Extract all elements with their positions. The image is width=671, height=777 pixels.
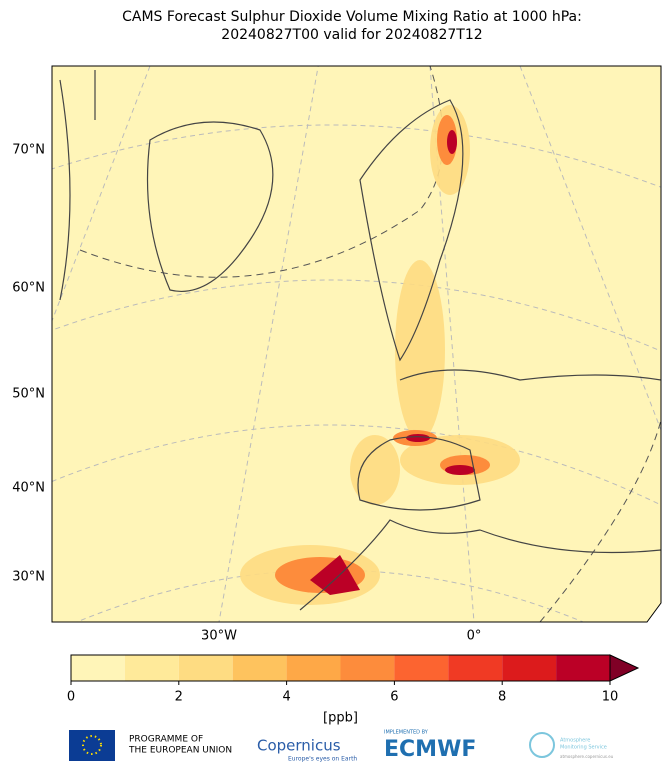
title: 20240827T00 valid for 20240827T12 bbox=[221, 27, 482, 43]
colorbar-segment bbox=[124, 655, 179, 681]
title: CAMS Forecast Sulphur Dioxide Volume Mix… bbox=[122, 9, 582, 25]
colorbar-segment bbox=[556, 655, 610, 681]
colorbar-tick-label: 10 bbox=[602, 690, 619, 705]
logo-text: ECMWF bbox=[384, 737, 476, 762]
colorbar-frame bbox=[70, 654, 611, 682]
colorbar-segment bbox=[286, 655, 341, 681]
colorbar-tick-label: 8 bbox=[498, 690, 506, 705]
lat-label: 40°N bbox=[12, 481, 45, 496]
colorbar-segment bbox=[232, 655, 287, 681]
lon-label: 0° bbox=[467, 629, 482, 644]
colorbar-segment bbox=[394, 655, 449, 681]
map-frame bbox=[51, 65, 662, 623]
lat-label: 30°N bbox=[12, 570, 45, 585]
lat-label: 70°N bbox=[12, 143, 45, 158]
lat-label: 50°N bbox=[12, 387, 45, 402]
logo-text: IMPLEMENTED BY bbox=[384, 730, 429, 736]
logo-text: Europe's eyes on Earth bbox=[288, 756, 357, 763]
logo-text: Copernicus bbox=[257, 737, 341, 755]
colorbar-segment bbox=[502, 655, 557, 681]
colorbar-tick-label: 4 bbox=[282, 690, 290, 705]
colorbar-segment bbox=[340, 655, 395, 681]
colorbar-segment bbox=[448, 655, 503, 681]
logo-text: THE EUROPEAN UNION bbox=[128, 746, 232, 756]
lat-label: 60°N bbox=[12, 281, 45, 296]
logo-text: PROGRAMME OF bbox=[129, 735, 203, 745]
colorbar-segment bbox=[71, 655, 125, 681]
colorbar-tick-label: 6 bbox=[390, 690, 398, 705]
colorbar-unit: [ppb] bbox=[323, 711, 358, 726]
colorbar-segment bbox=[178, 655, 233, 681]
colorbar-tick-label: 0 bbox=[67, 690, 75, 705]
lon-label: 30°W bbox=[201, 629, 237, 644]
logos: PROGRAMME OF THE EUROPEAN UNION Copernic… bbox=[69, 730, 614, 763]
logo-text: atmosphere.copernicus.eu bbox=[560, 754, 614, 759]
colorbar-tick-label: 2 bbox=[175, 690, 183, 705]
logo-text: Monitoring Service bbox=[560, 745, 607, 751]
colorbar: 0 2 4 6 8 10 [ppb] bbox=[67, 654, 640, 726]
logo-text: Atmosphere bbox=[560, 738, 590, 744]
map bbox=[52, 66, 661, 622]
colorbar-extend bbox=[609, 654, 640, 682]
